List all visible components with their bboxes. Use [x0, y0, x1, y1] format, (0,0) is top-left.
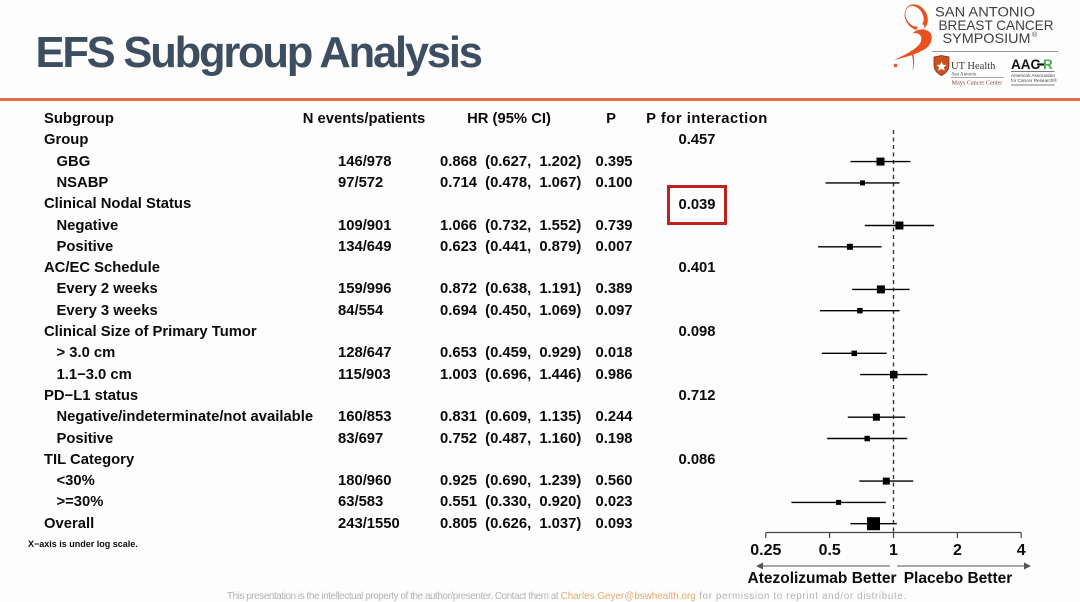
- svg-text:2: 2: [953, 542, 962, 559]
- svg-text:San Antonio: San Antonio: [952, 73, 977, 78]
- svg-text:Atezolizumab Better: Atezolizumab Better: [748, 570, 897, 587]
- svg-text:American Association: American Association: [1011, 73, 1055, 78]
- svg-text:4: 4: [1017, 542, 1026, 559]
- svg-text:Mays Cancer Center: Mays Cancer Center: [952, 80, 1003, 87]
- svg-text:AAC: AAC: [1011, 57, 1040, 72]
- svg-text:SYMPOSIUM: SYMPOSIUM: [943, 31, 1031, 46]
- svg-text:0.25: 0.25: [750, 542, 781, 559]
- svg-text:R: R: [1043, 57, 1053, 72]
- svg-text:UT Health: UT Health: [951, 61, 996, 72]
- svg-text:SAN ANTONIO: SAN ANTONIO: [935, 5, 1035, 20]
- svg-text:1: 1: [889, 542, 898, 559]
- svg-text:BREAST CANCER: BREAST CANCER: [939, 18, 1054, 33]
- svg-text:Placebo Better: Placebo Better: [904, 570, 1013, 587]
- svg-text:for Cancer Research®: for Cancer Research®: [1011, 77, 1057, 83]
- svg-text:0.5: 0.5: [819, 542, 841, 559]
- svg-text:®: ®: [1032, 31, 1038, 39]
